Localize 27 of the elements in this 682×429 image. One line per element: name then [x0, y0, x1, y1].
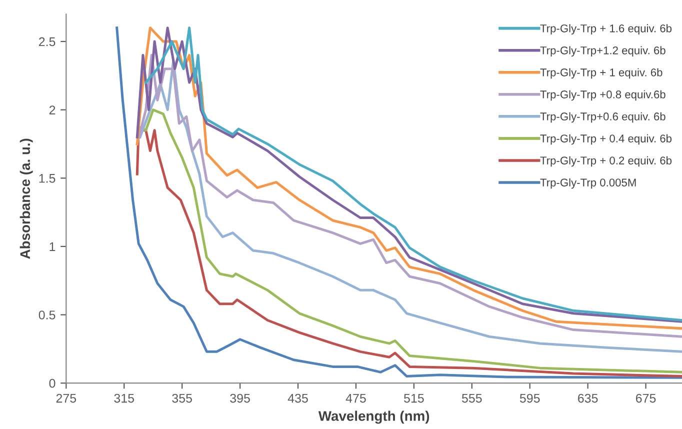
x-tick-label: 395 [230, 394, 250, 403]
x-tick-label: 355 [172, 394, 192, 403]
y-tick-label: 2 [49, 106, 56, 114]
y-tick-label: 0 [49, 378, 56, 388]
legend-label: Trp-Gly-Trp + 0.2 equiv. 6b [540, 156, 672, 167]
x-tick-label: 635 [578, 394, 598, 403]
x-tick-label: 275 [56, 394, 76, 403]
y-axis-title: Absorbance (a. u.) [20, 138, 33, 259]
y-tick-label: 1.5 [39, 174, 56, 183]
legend-label: Trp-Gly-Trp+1.2 equiv. 6b [540, 46, 666, 57]
x-tick-label: 435 [288, 394, 308, 403]
legend-label: Trp-Gly-Trp 0.005M [540, 178, 636, 189]
y-tick-label: 0.5 [38, 310, 56, 320]
x-tick-label: 595 [520, 394, 540, 403]
legend-label: Trp-Gly-Trp+0.6 equiv. 6b [540, 112, 666, 123]
x-tick-label: 515 [404, 394, 424, 403]
x-tick-label: 315 [114, 394, 134, 403]
x-axis-title: Wavelength (nm) [318, 410, 430, 424]
legend-label: Trp-Gly-Trp + 1.6 equiv. 6b [540, 24, 672, 35]
legend-label: Trp-Gly-Trp + 1 equiv. 6b [540, 68, 662, 79]
x-tick-label: 555 [462, 394, 482, 403]
x-tick-label: 475 [346, 394, 366, 403]
y-tick-label: 2.5 [38, 37, 56, 46]
y-tick-label: 1 [50, 242, 56, 251]
x-tick-label: 675 [636, 394, 656, 403]
legend-label: Trp-Gly-Trp + 0.4 equiv. 6b [540, 134, 672, 145]
legend-label: Trp-Gly-Trp +0.8 equiv.6b [540, 90, 666, 101]
